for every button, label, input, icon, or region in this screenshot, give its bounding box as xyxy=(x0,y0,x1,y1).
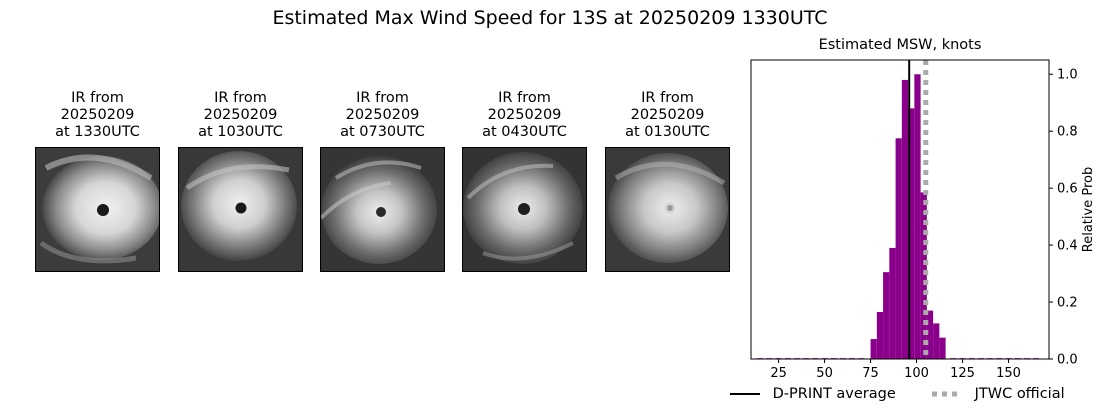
x-tick-label: 125 xyxy=(950,366,975,381)
legend-line-dotted-icon xyxy=(932,391,962,397)
y-tick-label: 1.0 xyxy=(1057,68,1078,83)
ir-panel-2: IR from 20250209 at 1030UTC xyxy=(178,90,303,272)
legend-line-solid-icon xyxy=(730,393,760,395)
ir-panel-title: IR from 20250209 at 0430UTC xyxy=(462,90,587,141)
ir-panel-title: IR from 20250209 at 1030UTC xyxy=(178,90,303,141)
ir-panel-title: IR from 20250209 at 0130UTC xyxy=(605,90,730,141)
histogram-bar xyxy=(870,339,877,359)
ir-panel-1: IR from 20250209 at 1330UTC xyxy=(35,90,160,272)
ir-panel-title-line1: IR from xyxy=(356,90,409,106)
ir-panel-5: IR from 20250209 at 0130UTC xyxy=(605,90,730,272)
ir-panel-title-line3: at 0130UTC xyxy=(625,124,710,140)
histogram-bars xyxy=(757,74,1040,360)
y-axis-label: Relative Prob xyxy=(1081,167,1096,252)
ir-panel-4: IR from 20250209 at 0430UTC xyxy=(462,90,587,272)
histogram-bar xyxy=(939,337,946,359)
histogram-bar xyxy=(883,272,890,359)
ir-panel-title-line2: 20250209 xyxy=(630,107,705,123)
y-tick-label: 0.0 xyxy=(1057,353,1078,368)
histogram-bar xyxy=(901,79,909,359)
legend-item-dprint: D-PRINT average xyxy=(728,386,896,402)
histogram-bar xyxy=(908,108,915,360)
ir-panel-title-line2: 20250209 xyxy=(203,107,278,123)
x-tick-label: 50 xyxy=(816,366,833,381)
ir-panel-title-line2: 20250209 xyxy=(487,107,562,123)
legend-item-jtwc: JTWC official xyxy=(930,386,1065,402)
x-axis-ticks: 25 50 75 100 125 150 xyxy=(770,359,1021,381)
y-tick-label: 0.6 xyxy=(1057,182,1078,197)
ir-satellite-image xyxy=(178,147,303,272)
reference-lines xyxy=(908,60,929,359)
msw-histogram-chart: Estimated MSW, knots 25 50 75 100 125 150 0.0… xyxy=(750,37,1096,381)
ir-panel-title-line3: at 0730UTC xyxy=(340,124,425,140)
legend-label-jtwc: JTWC official xyxy=(974,386,1065,402)
ir-panel-title-line2: 20250209 xyxy=(60,107,135,123)
ir-panel-title: IR from 20250209 at 1330UTC xyxy=(35,90,160,141)
x-tick-label: 25 xyxy=(770,366,787,381)
y-axis-ticks: 0.0 0.2 0.4 0.6 0.8 1.0 xyxy=(1049,68,1078,368)
ir-panel-title-line1: IR from xyxy=(214,90,267,106)
y-tick-label: 0.2 xyxy=(1057,296,1078,311)
ir-satellite-image xyxy=(35,147,160,272)
x-tick-label: 150 xyxy=(996,366,1021,381)
ir-panel-title: IR from 20250209 at 0730UTC xyxy=(320,90,445,141)
ir-satellite-image xyxy=(462,147,587,272)
y-tick-label: 0.8 xyxy=(1057,125,1078,140)
histogram-bar xyxy=(895,138,902,359)
legend-label-dprint: D-PRINT average xyxy=(772,386,896,402)
histogram-bar xyxy=(920,192,927,359)
ir-panel-3: IR from 20250209 at 0730UTC xyxy=(320,90,445,272)
ir-satellite-image xyxy=(320,147,445,272)
histogram-bar xyxy=(889,247,896,359)
ir-satellite-image xyxy=(605,147,730,272)
ir-panel-title-line1: IR from xyxy=(71,90,124,106)
axes-frame xyxy=(750,59,1050,360)
y-tick-label: 0.4 xyxy=(1057,239,1078,254)
ir-panel-title-line3: at 1030UTC xyxy=(198,124,283,140)
histogram-bar xyxy=(926,310,934,359)
chart-title: Estimated MSW, knots xyxy=(819,37,982,53)
histogram-bar xyxy=(876,312,884,359)
ir-panel-title-line1: IR from xyxy=(498,90,551,106)
ir-panel-title-line3: at 0430UTC xyxy=(482,124,567,140)
figure-title: Estimated Max Wind Speed for 13S at 2025… xyxy=(272,7,828,29)
ir-panel-title-line2: 20250209 xyxy=(345,107,420,123)
histogram-bar xyxy=(914,74,921,359)
x-tick-label: 75 xyxy=(862,366,879,381)
ir-panel-title-line3: at 1330UTC xyxy=(55,124,140,140)
histogram-bar xyxy=(933,323,940,359)
ir-panel-title-line1: IR from xyxy=(641,90,694,106)
x-tick-label: 100 xyxy=(904,366,929,381)
